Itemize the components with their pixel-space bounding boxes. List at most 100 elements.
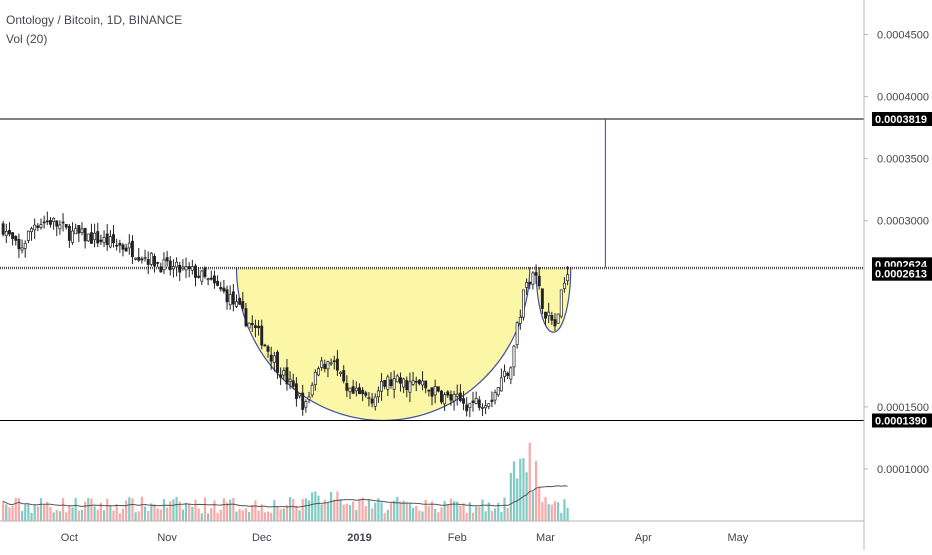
candle-body xyxy=(550,315,554,321)
volume-bar xyxy=(30,512,33,521)
volume-bar xyxy=(172,499,175,521)
volume-bar xyxy=(166,507,169,521)
volume-bar xyxy=(430,501,434,521)
candle-body xyxy=(298,393,302,397)
candle-body xyxy=(4,230,8,236)
volume-bar xyxy=(427,506,430,521)
candle-body xyxy=(417,379,421,385)
volume-bar xyxy=(304,498,307,521)
volume-bar xyxy=(140,496,144,521)
candle-body xyxy=(446,391,450,396)
price-tick-label: 0.0001000 xyxy=(877,464,929,476)
volume-bar xyxy=(456,501,459,521)
volume-bar xyxy=(61,498,65,521)
volume-bar xyxy=(383,513,386,521)
volume-bar xyxy=(323,499,326,521)
candle-body xyxy=(468,403,472,408)
time-tick-label: Nov xyxy=(157,532,177,544)
volume-bar xyxy=(257,510,260,521)
time-tick-label: May xyxy=(727,532,748,544)
candle-body xyxy=(291,380,295,387)
volume-bar xyxy=(541,502,544,521)
volume-bar xyxy=(115,504,118,521)
volume-bar xyxy=(200,513,203,521)
candle-body xyxy=(156,262,160,264)
volume-bar xyxy=(71,507,74,521)
volume-bar xyxy=(506,508,509,521)
time-tick-label: Apr xyxy=(635,532,652,544)
volume-bar xyxy=(560,512,563,521)
volume-bar xyxy=(493,508,497,521)
candle-body xyxy=(80,228,84,233)
candle-body xyxy=(14,236,18,241)
volume-bar xyxy=(396,496,399,521)
candle-body xyxy=(512,345,516,368)
candle-body xyxy=(320,360,324,368)
chart-legend: Ontology / Bitcoin, 1D, BINANCE Vol (20) xyxy=(6,11,182,49)
volume-bar xyxy=(348,504,352,521)
volume-bar xyxy=(314,491,317,521)
candle-body xyxy=(282,370,286,376)
candle-body xyxy=(544,311,547,319)
candle-body xyxy=(373,396,377,407)
candle-body xyxy=(345,383,349,391)
candle-body xyxy=(367,397,371,399)
volume-bar xyxy=(487,502,490,521)
candle-body xyxy=(241,301,245,309)
volume-bar xyxy=(292,498,295,521)
candle-body xyxy=(58,224,62,230)
candle-body xyxy=(462,398,465,404)
time-tick-label: 2019 xyxy=(347,532,371,544)
candle-body xyxy=(288,378,292,382)
candle-body xyxy=(480,407,484,409)
candle-body xyxy=(424,380,428,389)
candle-body xyxy=(455,393,459,397)
candle-body xyxy=(301,392,305,410)
candle-body xyxy=(260,325,264,346)
candle-body xyxy=(440,390,443,403)
volume-bar xyxy=(519,458,522,521)
candle-body xyxy=(67,225,71,241)
candle-body xyxy=(89,232,93,244)
candle-body xyxy=(279,374,283,378)
candle-body xyxy=(503,370,506,377)
candle-body xyxy=(225,289,229,303)
volume-bar xyxy=(77,510,80,521)
candle-body xyxy=(26,230,30,241)
candle-body xyxy=(228,294,232,306)
candle-body xyxy=(266,346,270,352)
volume-bar xyxy=(197,508,200,521)
volume-bar xyxy=(8,507,11,521)
candle-body xyxy=(178,264,182,273)
price-marker-label: 0.0003819 xyxy=(875,114,927,126)
volume-bar xyxy=(112,510,115,521)
candle-body xyxy=(421,380,424,386)
candle-body xyxy=(149,252,153,265)
volume-bar xyxy=(364,506,367,521)
volume-bar xyxy=(213,500,216,521)
candle-body xyxy=(20,247,24,251)
volume-bar xyxy=(408,503,412,521)
candle-body xyxy=(364,392,368,396)
candle-body xyxy=(194,265,197,278)
candle-body xyxy=(168,260,172,271)
candle-body xyxy=(33,224,37,231)
candle-body xyxy=(130,240,134,258)
candle-body xyxy=(247,322,251,329)
candle-body xyxy=(499,377,503,392)
volume-bar xyxy=(509,472,512,521)
volume-bar xyxy=(437,512,440,521)
candle-body xyxy=(521,289,525,318)
candle-body xyxy=(231,291,235,305)
volume-bar xyxy=(87,497,90,521)
volume-bar xyxy=(225,502,229,521)
candle-body xyxy=(42,221,46,224)
candle-body xyxy=(474,398,478,404)
time-tick-label: Oct xyxy=(61,532,78,544)
volume-bar xyxy=(143,506,147,521)
volume-bar xyxy=(468,502,471,521)
candle-body xyxy=(509,367,513,380)
candle-body xyxy=(304,401,308,408)
